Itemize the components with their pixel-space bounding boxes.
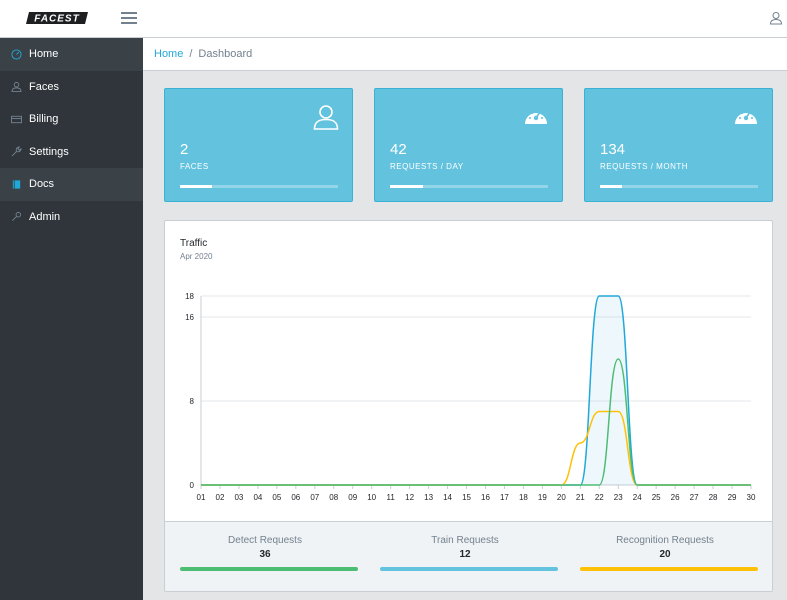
- stat-label: Detect Requests: [228, 535, 302, 546]
- x-tick-label: 16: [481, 493, 490, 502]
- sidebar-item-label: Admin: [29, 210, 61, 223]
- speedometer-icon: [11, 49, 22, 60]
- x-tick-label: 10: [367, 493, 376, 502]
- x-tick-label: 18: [519, 493, 528, 502]
- user-icon: [11, 81, 22, 93]
- x-tick-label: 25: [652, 493, 661, 502]
- stat-value: 12: [459, 549, 471, 560]
- y-tick-label: 18: [185, 292, 194, 301]
- sidebar-item-label: Billing: [29, 113, 59, 126]
- y-tick-label: 16: [185, 313, 194, 322]
- x-tick-label: 05: [272, 493, 281, 502]
- x-tick-label: 01: [197, 493, 206, 502]
- card-value: 42: [390, 141, 407, 158]
- stat-bar: [380, 567, 558, 571]
- x-tick-label: 04: [253, 493, 262, 502]
- card-value: 134: [600, 141, 626, 158]
- x-tick-label: 15: [462, 493, 471, 502]
- x-tick-label: 17: [500, 493, 509, 502]
- stat-bar: [180, 567, 358, 571]
- x-tick-label: 09: [348, 493, 357, 502]
- sidebar: Home Faces Billing Settings Docs Admin: [0, 38, 143, 600]
- sidebar-item-settings[interactable]: Settings: [0, 136, 143, 169]
- user-icon: [313, 105, 339, 130]
- detect-requests-stat: Detect Requests 36: [165, 522, 365, 571]
- facest-logo[interactable]: FACEST: [26, 11, 88, 25]
- x-tick-label: 11: [386, 493, 395, 502]
- x-tick-label: 28: [709, 493, 718, 502]
- book-icon: [11, 179, 22, 190]
- x-tick-label: 08: [329, 493, 338, 502]
- sidebar-item-label: Faces: [29, 80, 59, 93]
- sidebar-item-faces[interactable]: Faces: [0, 71, 143, 104]
- stat-bar: [580, 567, 758, 571]
- x-tick-label: 12: [405, 493, 414, 502]
- x-tick-label: 07: [310, 493, 319, 502]
- sidebar-item-admin[interactable]: Admin: [0, 201, 143, 234]
- x-tick-label: 13: [424, 493, 433, 502]
- x-tick-label: 19: [538, 493, 547, 502]
- faces-card[interactable]: 2 Faces: [164, 88, 353, 202]
- hamburger-icon[interactable]: [121, 11, 137, 25]
- x-tick-label: 02: [216, 493, 225, 502]
- recognition-requests-stat: Recognition Requests 20: [565, 522, 765, 571]
- x-tick-label: 03: [234, 493, 243, 502]
- wrench-icon: [11, 146, 22, 157]
- breadcrumb: Home / Dashboard: [143, 38, 787, 71]
- y-tick-label: 8: [190, 397, 195, 406]
- key-icon: [11, 211, 22, 222]
- breadcrumb-current: Dashboard: [198, 48, 253, 60]
- card-progress: [600, 185, 758, 188]
- stat-value: 36: [259, 549, 271, 560]
- series-line: [201, 358, 751, 486]
- app-header: FACEST: [0, 0, 787, 38]
- stat-value: 20: [659, 549, 671, 560]
- series-area: [201, 296, 751, 485]
- traffic-footer: Detect Requests 36 Train Requests 12 Rec…: [165, 521, 772, 591]
- series-line: [201, 295, 751, 486]
- user-icon[interactable]: [769, 11, 783, 25]
- card-label: Requests / Month: [600, 162, 689, 171]
- sidebar-item-label: Home: [29, 48, 59, 61]
- sidebar-item-home[interactable]: Home: [0, 38, 143, 71]
- requests-day-card[interactable]: 42 Requests / Day: [374, 88, 563, 202]
- requests-month-card[interactable]: 134 Requests / Month: [584, 88, 773, 202]
- card-label: Requests / Day: [390, 162, 464, 171]
- x-tick-label: 24: [633, 493, 642, 502]
- x-tick-label: 20: [557, 493, 566, 502]
- card-progress: [390, 185, 548, 188]
- y-tick-label: 0: [190, 481, 195, 490]
- speedometer-icon: [525, 110, 547, 124]
- x-tick-label: 29: [728, 493, 737, 502]
- sidebar-item-label: Docs: [29, 178, 55, 191]
- sidebar-item-docs[interactable]: Docs: [0, 168, 143, 201]
- train-requests-stat: Train Requests 12: [365, 522, 565, 571]
- x-tick-label: 27: [690, 493, 699, 502]
- sidebar-item-label: Settings: [29, 145, 69, 158]
- stat-label: Recognition Requests: [616, 535, 714, 546]
- x-tick-label: 22: [595, 493, 604, 502]
- x-tick-label: 23: [614, 493, 623, 502]
- traffic-panel: Traffic Apr 2020 0 8 16 18 01 02 03 04 05 06 07 08 0…: [164, 220, 773, 592]
- x-tick-label: 06: [291, 493, 300, 502]
- traffic-title: Traffic: [180, 238, 208, 249]
- x-tick-label: 14: [443, 493, 452, 502]
- breadcrumb-separator: /: [189, 48, 193, 60]
- stat-label: Train Requests: [431, 535, 499, 546]
- credit-card-icon: [11, 114, 22, 125]
- breadcrumb-home-link[interactable]: Home: [154, 48, 184, 60]
- sidebar-item-billing[interactable]: Billing: [0, 103, 143, 136]
- series-line: [201, 410, 751, 486]
- x-tick-label: 21: [576, 493, 585, 502]
- card-progress: [180, 185, 338, 188]
- card-label: Faces: [180, 162, 209, 171]
- x-tick-label: 26: [671, 493, 680, 502]
- traffic-subtitle: Apr 2020: [180, 252, 213, 261]
- card-value: 2: [180, 141, 189, 158]
- x-tick-label: 30: [747, 493, 756, 502]
- svg-text:FACEST: FACEST: [34, 14, 79, 25]
- speedometer-icon: [735, 110, 757, 124]
